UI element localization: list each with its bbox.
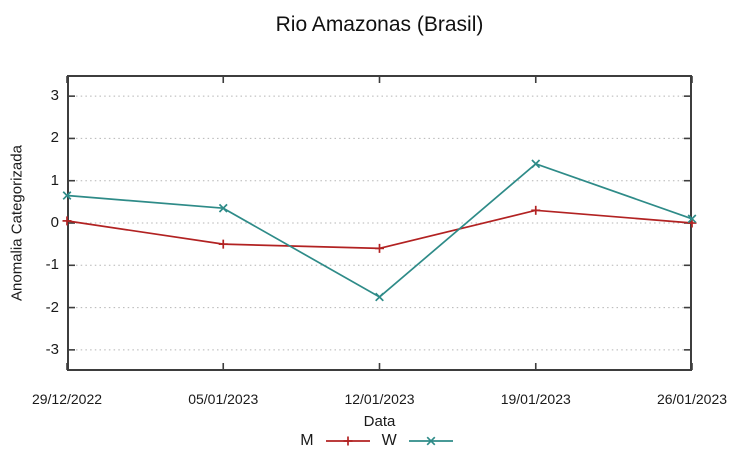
x-axis-label: Data — [363, 413, 396, 430]
plot-area — [62, 75, 697, 371]
x-tick-label: 29/12/2022 — [31, 391, 103, 407]
legend: M W — [0, 432, 753, 450]
x-tick-label: 05/01/2023 — [188, 391, 259, 407]
legend-label-m: M — [300, 432, 314, 449]
legend-line-sample-w — [408, 436, 453, 446]
legend-label-w: W — [381, 432, 397, 449]
y-tick-label: -1 — [45, 256, 59, 274]
legend-entry-w: W — [382, 432, 453, 450]
y-tick-label: 2 — [50, 129, 59, 147]
y-tick-label: -2 — [45, 298, 59, 316]
y-tick-label: 3 — [50, 87, 59, 105]
y-tick-label: -3 — [45, 340, 59, 358]
y-tick-label: 0 — [50, 214, 59, 231]
legend-entry-m: M — [300, 432, 370, 450]
x-tick-label: 19/01/2023 — [500, 391, 571, 407]
x-tick-label: 12/01/2023 — [344, 391, 415, 407]
legend-line-sample-m — [325, 436, 370, 446]
y-tick-label: 1 — [50, 171, 59, 189]
chart-title: Rio Amazonas (Brasil) — [275, 13, 484, 36]
x-tick-label: 26/01/2023 — [656, 391, 728, 407]
